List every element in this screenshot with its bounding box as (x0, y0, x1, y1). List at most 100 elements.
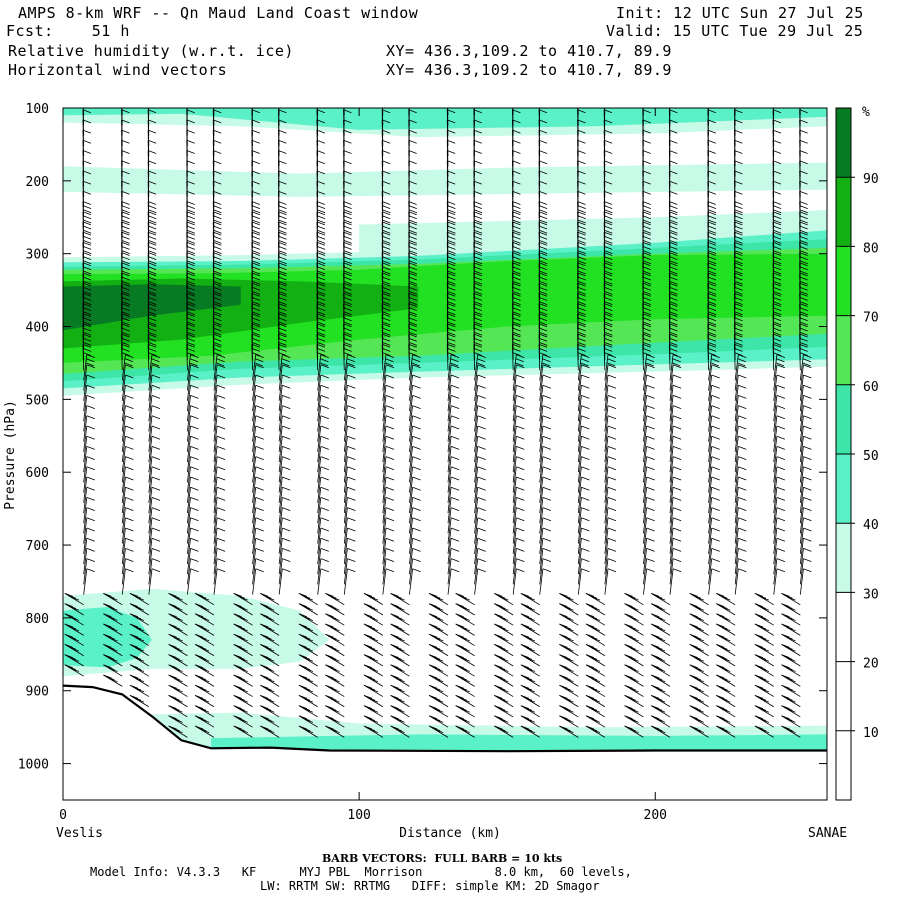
wind-barb (148, 497, 161, 524)
colorbar-label: 70 (863, 311, 879, 326)
wind-barb (781, 715, 801, 728)
wind-barb (494, 613, 514, 626)
wind-barb (390, 664, 410, 677)
wind-barb (298, 633, 318, 646)
wind-barb (363, 593, 384, 606)
wind-barb (577, 446, 590, 473)
wind-barb (428, 684, 449, 697)
wind-barb (121, 527, 134, 554)
wind-barb (773, 415, 786, 442)
wind-barb (409, 425, 421, 452)
wind-barb (252, 425, 264, 452)
wind-barb (343, 558, 356, 585)
wind-barb (585, 695, 606, 708)
wind-barb (689, 593, 709, 606)
wind-barb (773, 435, 786, 463)
wind-barb (343, 446, 356, 473)
wind-barb (278, 395, 291, 422)
wind-barb (252, 476, 264, 503)
wind-barb (409, 497, 421, 524)
colorbar-label: 80 (863, 241, 879, 256)
wind-barb (168, 664, 188, 677)
wind-barb (252, 466, 264, 493)
wind-barb (194, 674, 215, 687)
wind-barb (343, 425, 356, 452)
wind-barb (447, 507, 460, 534)
wind-barb (233, 654, 253, 667)
wind-barb (624, 695, 644, 708)
wind-barb (624, 684, 644, 697)
wind-barb (585, 674, 606, 687)
wind-barb (252, 446, 264, 473)
wind-barb (708, 486, 720, 514)
wind-barb (64, 603, 84, 616)
wind-barb (773, 405, 786, 432)
wind-barb (650, 705, 671, 718)
wind-barb (799, 343, 808, 371)
wind-barb (148, 405, 161, 432)
wind-barb (213, 507, 226, 534)
wind-barb (494, 644, 514, 657)
wind-barb (455, 705, 475, 718)
wind-barb (624, 664, 644, 677)
wind-barb (382, 456, 395, 483)
wind-barb (624, 654, 644, 667)
wind-barb (643, 405, 655, 432)
wind-barb (799, 558, 812, 585)
wind-barb (390, 613, 410, 626)
wind-barb (689, 715, 709, 728)
y-tick-label: 700 (26, 539, 49, 554)
wind-barb (494, 623, 514, 636)
wind-barb (708, 374, 720, 401)
wind-barb (428, 593, 449, 606)
wind-barb (539, 405, 552, 432)
wind-barb (577, 405, 590, 432)
wind-barb (82, 343, 92, 371)
wind-barb (773, 374, 786, 401)
wind-barb (754, 664, 774, 677)
wind-barb (643, 548, 655, 575)
wind-barb (409, 446, 421, 473)
wind-barb (298, 705, 318, 718)
wind-barb (343, 568, 356, 595)
wind-barb (689, 613, 709, 626)
wind-barb (325, 725, 345, 738)
wind-barb (754, 705, 774, 718)
wind-barb (669, 395, 682, 422)
wind-barb (781, 633, 801, 646)
wind-barb (382, 435, 395, 463)
wind-barb (604, 425, 617, 452)
wind-barb (585, 715, 606, 728)
wind-barb (278, 497, 291, 524)
wind-barb (390, 644, 410, 657)
wind-barb (129, 623, 150, 636)
wind-barb (121, 374, 134, 401)
wind-barb (390, 633, 410, 646)
wind-barb (260, 684, 280, 697)
wind-barb (539, 425, 552, 452)
wind-barb (585, 705, 606, 718)
wind-barb (428, 654, 449, 667)
wind-barb (252, 537, 264, 565)
wind-barb (213, 466, 226, 493)
wind-barb (194, 664, 215, 677)
wind-barb (252, 527, 264, 554)
rh-fill-low-40 (63, 607, 152, 668)
wind-barb (781, 603, 801, 616)
wind-barb (716, 664, 736, 677)
wind-barb (650, 725, 671, 738)
wind-barb (604, 354, 617, 381)
wind-barb (382, 517, 395, 544)
wind-barb (559, 695, 579, 708)
colorbar-label: 50 (863, 449, 879, 464)
wind-barb (559, 705, 579, 718)
wind-barb (539, 374, 552, 401)
wind-barb (708, 384, 720, 412)
wind-barb (512, 558, 525, 585)
x-left-endpoint: Veslis (56, 826, 103, 841)
wind-barb (278, 384, 291, 412)
wind-barb (447, 395, 460, 422)
wind-barb (577, 395, 590, 422)
wind-barb (428, 705, 449, 718)
